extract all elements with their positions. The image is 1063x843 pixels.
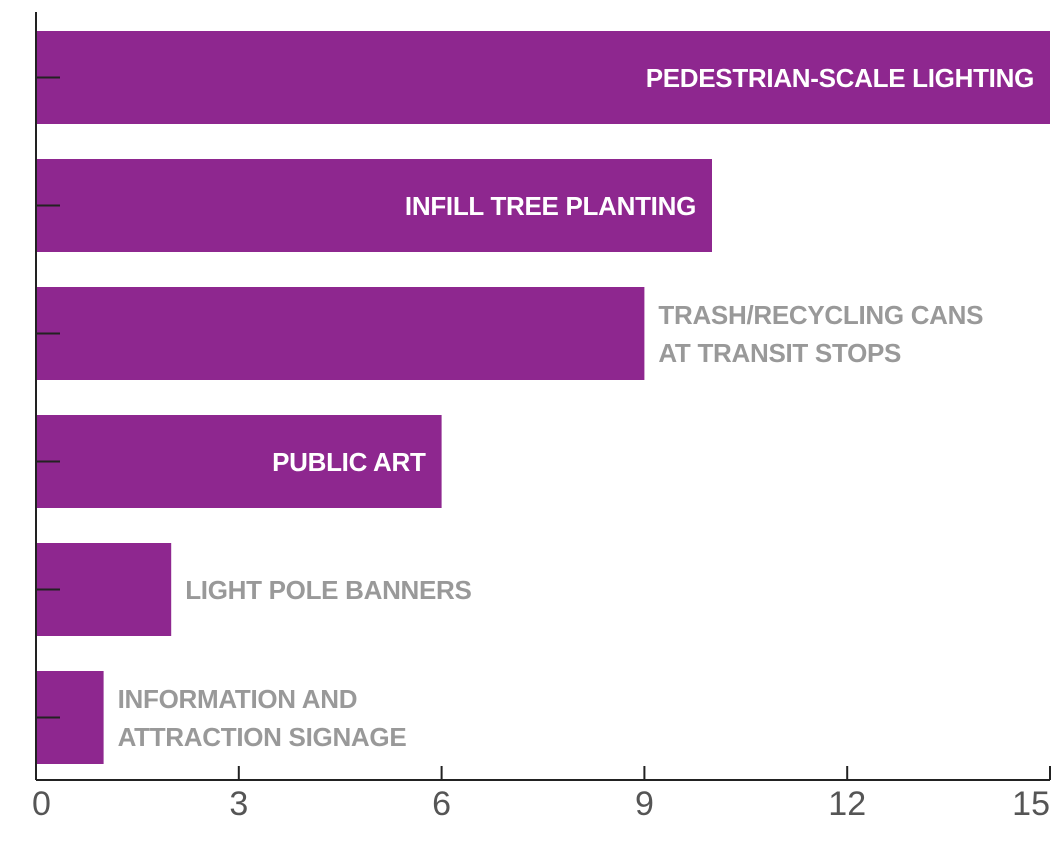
x-tick-label: 15 [1012, 785, 1050, 823]
bar-label: TRASH/RECYCLING CANS AT TRANSIT STOPS [658, 299, 984, 368]
bar [36, 287, 645, 380]
bar-label: PUBLIC ART [272, 446, 426, 477]
x-tick-label: 0 [32, 785, 51, 823]
bar-label: LIGHT POLE BANNERS [185, 574, 472, 605]
x-tick-label: 3 [229, 785, 248, 823]
bar-label: INFILL TREE PLANTING [404, 190, 696, 221]
x-tick-label: 6 [432, 785, 451, 823]
bar [36, 159, 712, 252]
bar-label: INFORMATION AND ATTRACTION SIGNAGE [117, 683, 407, 752]
bar-label: PEDESTRIAN-SCALE LIGHTING [645, 62, 1035, 93]
x-tick-label: 12 [828, 785, 866, 823]
x-tick-label: 9 [635, 785, 654, 823]
bar [36, 415, 442, 508]
bar [36, 31, 1050, 124]
